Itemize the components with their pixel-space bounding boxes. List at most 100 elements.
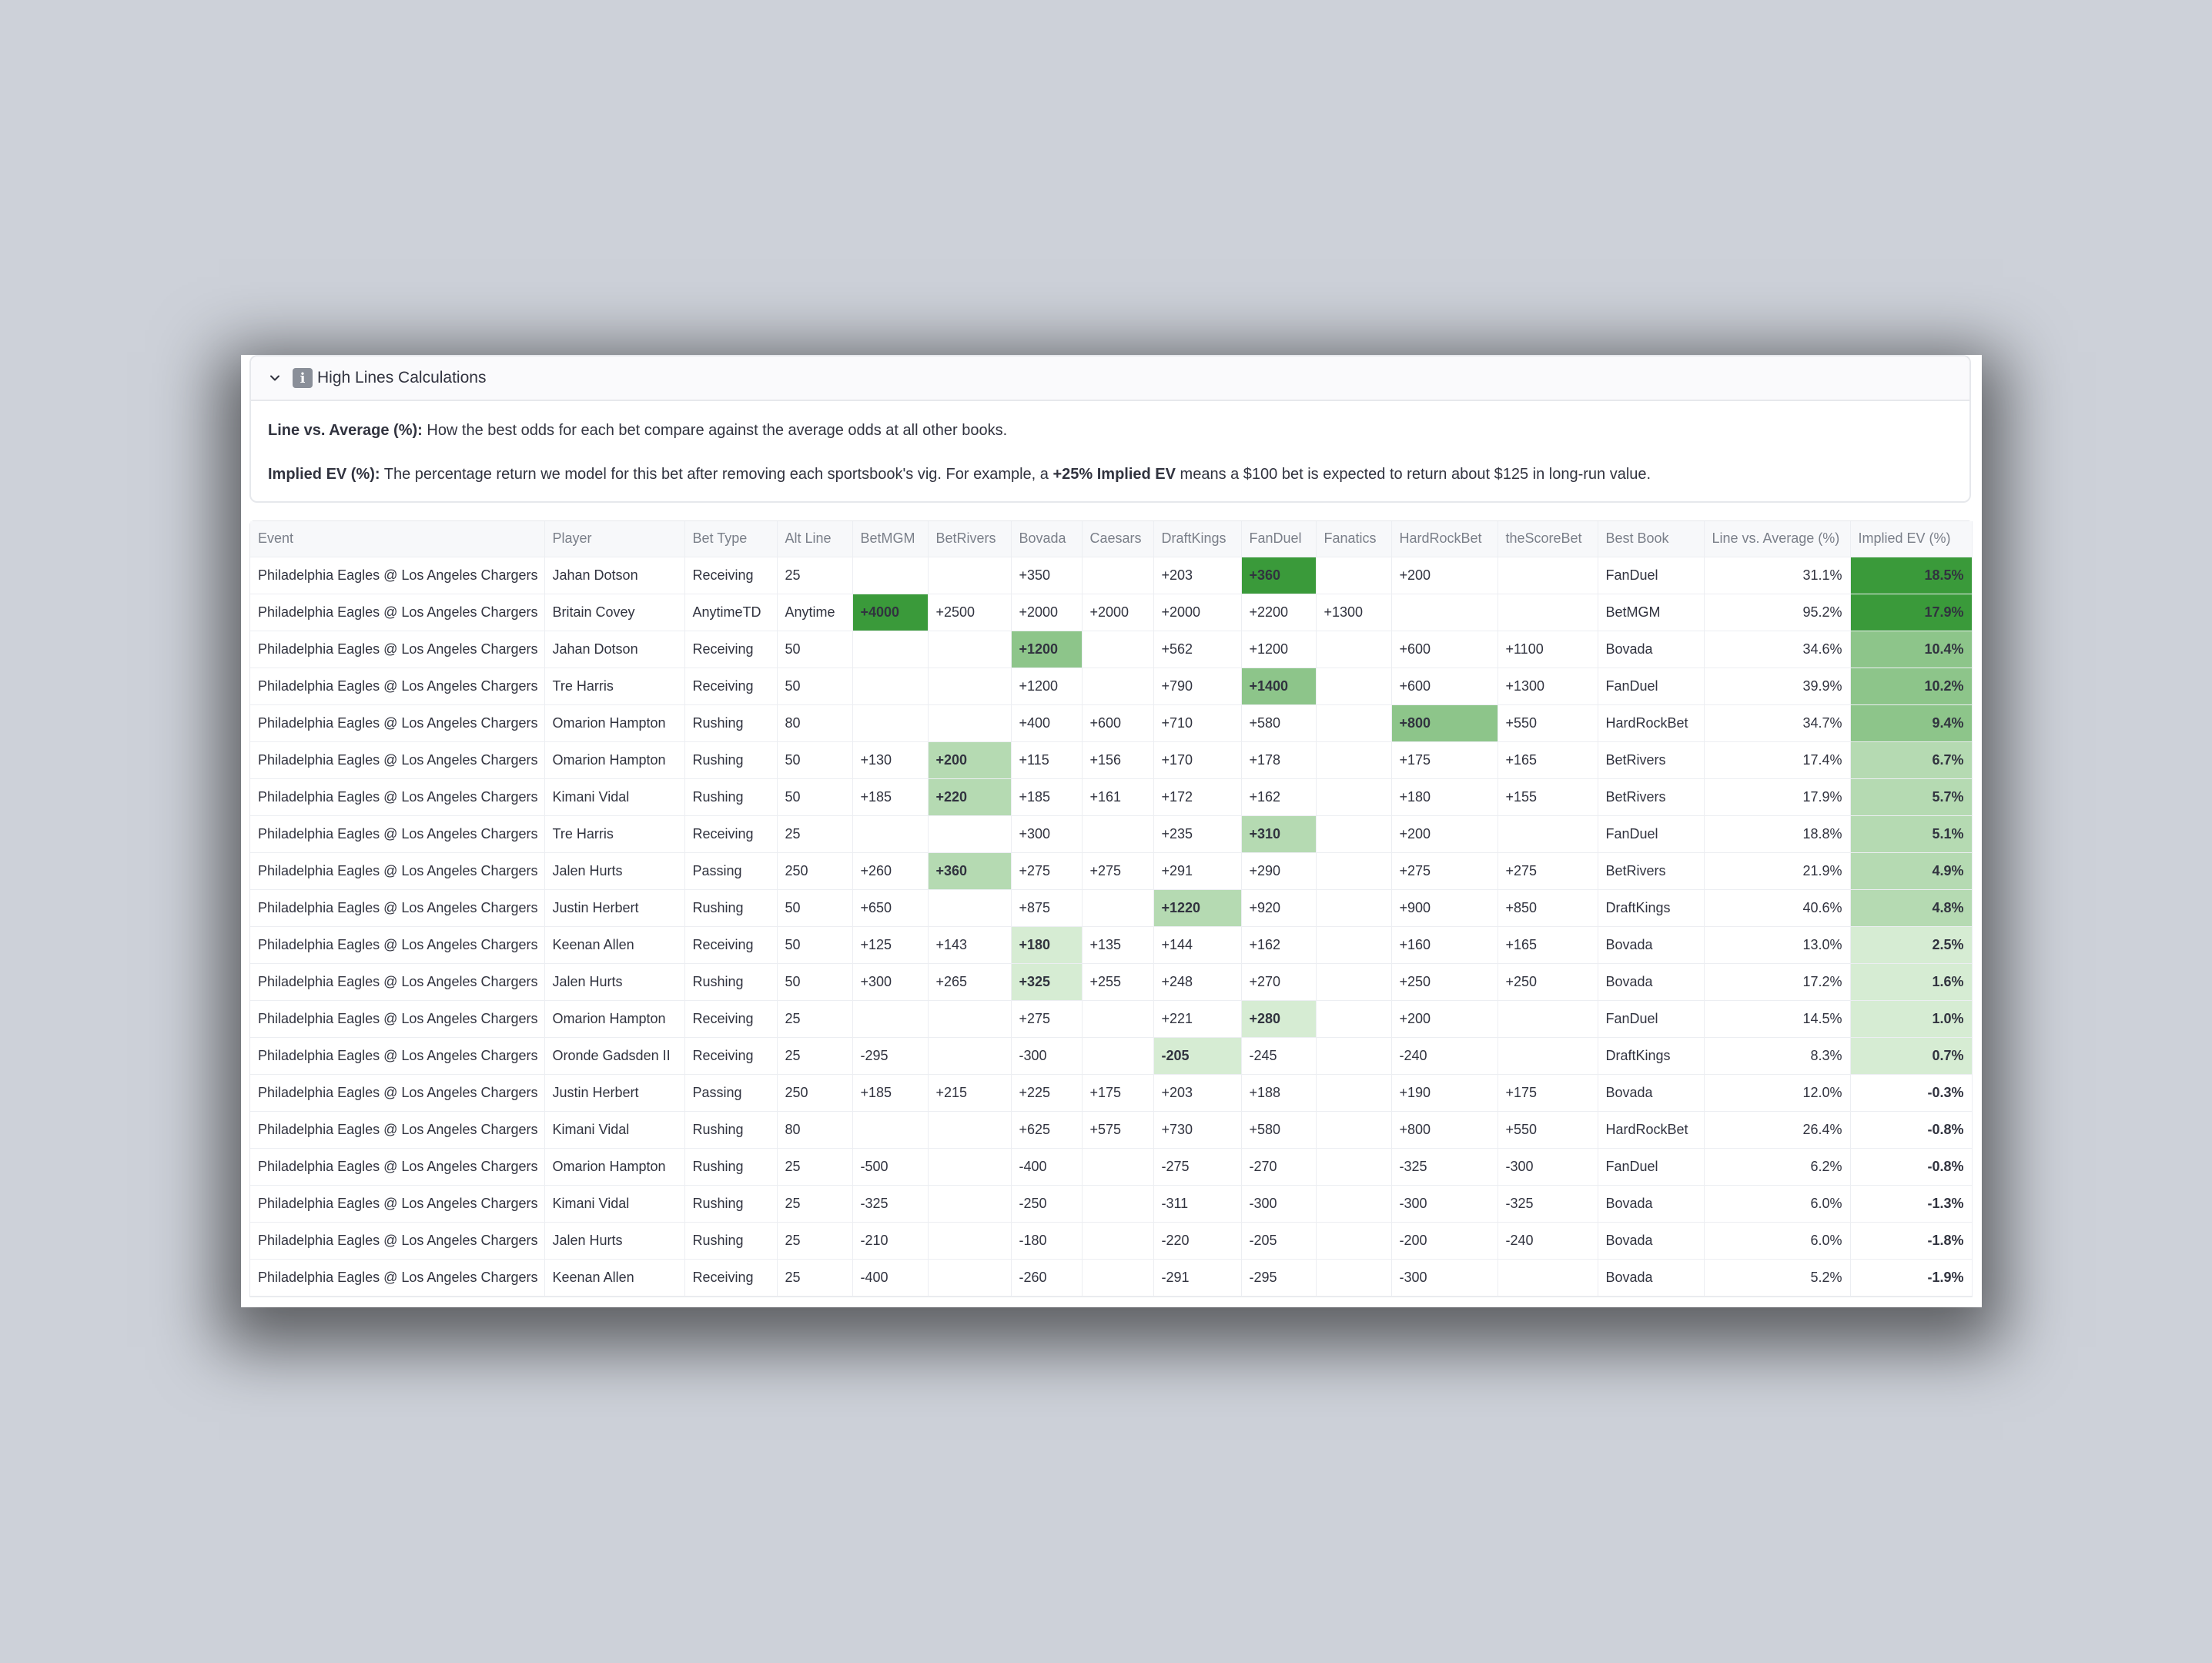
cell-fanatics: [1316, 1074, 1392, 1112]
cell-alt-line: 50: [777, 668, 853, 705]
cell-betmgm: -295: [852, 1037, 929, 1075]
cell-line-vs-average: 5.2%: [1704, 1259, 1851, 1297]
column-header-alt-line[interactable]: Alt Line: [777, 521, 853, 557]
column-header-line-vs-average[interactable]: Line vs. Average (%): [1704, 521, 1851, 557]
cell-player: Keenan Allen: [544, 926, 685, 964]
cell-player: Jalen Hurts: [544, 1222, 685, 1260]
table-row[interactable]: Philadelphia Eagles @ Los Angeles Charge…: [250, 815, 1973, 853]
column-header-best-book[interactable]: Best Book: [1598, 521, 1705, 557]
table-row[interactable]: Philadelphia Eagles @ Los Angeles Charge…: [250, 1148, 1973, 1186]
cell-alt-line: 50: [777, 631, 853, 668]
table-row[interactable]: Philadelphia Eagles @ Los Angeles Charge…: [250, 1074, 1973, 1112]
cell-betrivers: [928, 1111, 1012, 1149]
column-header-player[interactable]: Player: [544, 521, 685, 557]
cell-fanduel: +580: [1241, 1111, 1317, 1149]
cell-player: Jahan Dotson: [544, 557, 685, 594]
table-row[interactable]: Philadelphia Eagles @ Los Angeles Charge…: [250, 963, 1973, 1001]
table-row[interactable]: Philadelphia Eagles @ Los Angeles Charge…: [250, 1222, 1973, 1260]
chevron-down-icon[interactable]: [266, 370, 283, 386]
table-row[interactable]: Philadelphia Eagles @ Los Angeles Charge…: [250, 631, 1973, 668]
cell-alt-line: 25: [777, 815, 853, 853]
cell-caesars: [1082, 1000, 1154, 1038]
cell-caesars: [1082, 557, 1154, 594]
cell-fanatics: [1316, 1111, 1392, 1149]
cell-caesars: +135: [1082, 926, 1154, 964]
table-row[interactable]: Philadelphia Eagles @ Los Angeles Charge…: [250, 557, 1973, 594]
cell-bet-type: Rushing: [684, 1222, 778, 1260]
cell-draftkings: +291: [1153, 852, 1242, 890]
column-header-betrivers[interactable]: BetRivers: [928, 521, 1012, 557]
table-row[interactable]: Philadelphia Eagles @ Los Angeles Charge…: [250, 1000, 1973, 1038]
cell-hardrockbet: -300: [1391, 1259, 1498, 1297]
cell-event: Philadelphia Eagles @ Los Angeles Charge…: [250, 1111, 545, 1149]
cell-thescorebet: [1498, 594, 1598, 631]
cell-event: Philadelphia Eagles @ Los Angeles Charge…: [250, 815, 545, 853]
cell-player: Tre Harris: [544, 815, 685, 853]
cell-caesars: [1082, 1037, 1154, 1075]
cell-bet-type: Receiving: [684, 815, 778, 853]
cell-bovada: +325: [1011, 963, 1083, 1001]
cell-hardrockbet: +160: [1391, 926, 1498, 964]
cell-alt-line: 25: [777, 1222, 853, 1260]
cell-fanatics: [1316, 1000, 1392, 1038]
table-row[interactable]: Philadelphia Eagles @ Los Angeles Charge…: [250, 778, 1973, 816]
table-row[interactable]: Philadelphia Eagles @ Los Angeles Charge…: [250, 889, 1973, 927]
cell-bet-type: Passing: [684, 852, 778, 890]
table-row[interactable]: Philadelphia Eagles @ Los Angeles Charge…: [250, 1037, 1973, 1075]
cell-player: Tre Harris: [544, 668, 685, 705]
cell-alt-line: 25: [777, 1185, 853, 1223]
column-header-implied-ev[interactable]: Implied EV (%): [1850, 521, 1973, 557]
cell-player: Omarion Hampton: [544, 741, 685, 779]
info-icon: i: [293, 368, 313, 388]
cell-betmgm: [852, 1000, 929, 1038]
cell-implied-ev: 9.4%: [1850, 704, 1973, 742]
cell-bovada: +400: [1011, 704, 1083, 742]
table-row[interactable]: Philadelphia Eagles @ Los Angeles Charge…: [250, 668, 1973, 705]
column-header-hardrockbet[interactable]: HardRockBet: [1391, 521, 1498, 557]
expander-header[interactable]: i High Lines Calculations: [251, 356, 1969, 401]
cell-alt-line: 50: [777, 963, 853, 1001]
cell-line-vs-average: 39.9%: [1704, 668, 1851, 705]
cell-bet-type: Receiving: [684, 1037, 778, 1075]
table-row[interactable]: Philadelphia Eagles @ Los Angeles Charge…: [250, 741, 1973, 779]
cell-line-vs-average: 14.5%: [1704, 1000, 1851, 1038]
cell-bet-type: Rushing: [684, 1148, 778, 1186]
cell-draftkings: +1220: [1153, 889, 1242, 927]
column-header-fanduel[interactable]: FanDuel: [1241, 521, 1317, 557]
table-row[interactable]: Philadelphia Eagles @ Los Angeles Charge…: [250, 1259, 1973, 1297]
cell-caesars: +156: [1082, 741, 1154, 779]
cell-fanatics: [1316, 741, 1392, 779]
cell-thescorebet: +165: [1498, 741, 1598, 779]
cell-thescorebet: +550: [1498, 704, 1598, 742]
cell-caesars: [1082, 815, 1154, 853]
cell-fanatics: [1316, 668, 1392, 705]
cell-betrivers: +215: [928, 1074, 1012, 1112]
column-header-fanatics[interactable]: Fanatics: [1316, 521, 1392, 557]
cell-thescorebet: +1300: [1498, 668, 1598, 705]
cell-bovada: -300: [1011, 1037, 1083, 1075]
cell-alt-line: 25: [777, 1259, 853, 1297]
table-row[interactable]: Philadelphia Eagles @ Los Angeles Charge…: [250, 594, 1973, 631]
table-row[interactable]: Philadelphia Eagles @ Los Angeles Charge…: [250, 926, 1973, 964]
cell-alt-line: 50: [777, 741, 853, 779]
cell-bovada: +1200: [1011, 668, 1083, 705]
cell-fanduel: +920: [1241, 889, 1317, 927]
table-row[interactable]: Philadelphia Eagles @ Los Angeles Charge…: [250, 1185, 1973, 1223]
cell-best-book: BetRivers: [1598, 741, 1705, 779]
cell-draftkings: +562: [1153, 631, 1242, 668]
table-row[interactable]: Philadelphia Eagles @ Los Angeles Charge…: [250, 1111, 1973, 1149]
cell-draftkings: +172: [1153, 778, 1242, 816]
column-header-event[interactable]: Event: [250, 521, 545, 557]
column-header-bet-type[interactable]: Bet Type: [684, 521, 778, 557]
column-header-caesars[interactable]: Caesars: [1082, 521, 1154, 557]
table-row[interactable]: Philadelphia Eagles @ Los Angeles Charge…: [250, 704, 1973, 742]
cell-hardrockbet: +200: [1391, 815, 1498, 853]
column-header-thescorebet[interactable]: theScoreBet: [1498, 521, 1598, 557]
column-header-draftkings[interactable]: DraftKings: [1153, 521, 1242, 557]
column-header-bovada[interactable]: Bovada: [1011, 521, 1083, 557]
cell-bovada: +275: [1011, 1000, 1083, 1038]
column-header-betmgm[interactable]: BetMGM: [852, 521, 929, 557]
table-row[interactable]: Philadelphia Eagles @ Los Angeles Charge…: [250, 852, 1973, 890]
app-panel: i High Lines Calculations Line vs. Avera…: [241, 355, 1982, 1307]
cell-fanatics: [1316, 778, 1392, 816]
